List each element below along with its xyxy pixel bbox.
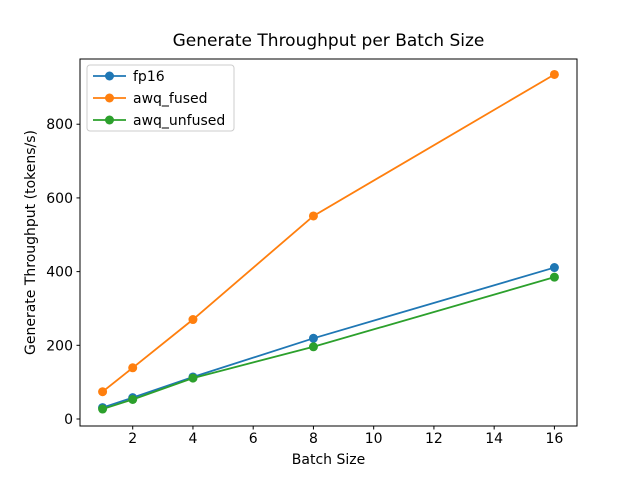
x-tick-label: 16 [545, 431, 563, 447]
y-tick-label: 200 [46, 338, 73, 354]
data-point-awq_fused [308, 211, 318, 221]
legend-box [86, 64, 235, 132]
data-point-awq_fused [128, 363, 138, 373]
legend-label-fp16: fp16 [133, 69, 165, 85]
data-point-awq_unfused [188, 373, 198, 383]
x-tick-label: 4 [188, 431, 197, 447]
x-tick-label: 2 [128, 431, 137, 447]
data-point-fp16 [308, 333, 318, 343]
legend-swatch-marker-awq_unfused [105, 115, 114, 125]
x-axis-label: Batch Size [292, 452, 365, 468]
x-tick-label: 6 [249, 431, 258, 447]
data-point-awq_unfused [128, 394, 138, 404]
x-tick-label: 8 [309, 431, 318, 447]
data-point-awq_unfused [308, 342, 318, 352]
data-point-awq_fused [98, 387, 108, 397]
data-point-awq_unfused [98, 404, 108, 414]
legend-swatch-marker-fp16 [105, 71, 114, 81]
y-axis-label: Generate Throughput (tokens/s) [23, 130, 39, 355]
series-line-awq_unfused [102, 276, 555, 410]
y-tick-label: 400 [46, 265, 73, 281]
legend-label-awq_fused: awq_fused [133, 91, 208, 107]
y-tick-label: 600 [46, 191, 73, 207]
y-tick-label: 0 [64, 412, 73, 428]
x-tick-label: 12 [425, 431, 443, 447]
legend-swatch-marker-awq_fused [105, 93, 114, 103]
chart-title: Generate Throughput per Batch Size [173, 31, 485, 51]
data-point-awq_unfused [549, 272, 559, 282]
data-point-fp16 [549, 263, 559, 273]
y-tick-label: 800 [46, 117, 73, 133]
plot-area: 2 4 6 8 10 12 14 16 0 200 400 600 800 fp16 awq_fusedaw… [46, 58, 578, 447]
legend-label-awq_unfused: awq_unfused [133, 113, 225, 129]
x-tick-label: 10 [365, 431, 383, 447]
x-tick-label: 14 [485, 431, 503, 447]
axes-frame [79, 58, 578, 427]
data-point-awq_fused [188, 315, 198, 325]
legend: fp16 awq_fused awq_unfused [86, 64, 235, 132]
data-point-awq_fused [549, 69, 559, 79]
